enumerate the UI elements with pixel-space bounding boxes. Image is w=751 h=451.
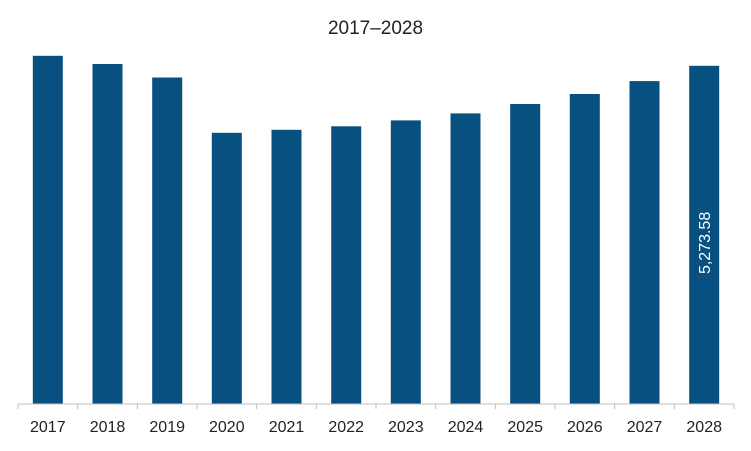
x-tick-label: 2022 — [328, 419, 364, 436]
bar-2020 — [211, 132, 242, 405]
x-tick-label: 2028 — [686, 419, 722, 436]
bar-2021 — [271, 129, 302, 405]
bar-2023 — [390, 120, 421, 405]
data-labels: 5,273.58 — [697, 212, 714, 274]
bar-2028 — [689, 65, 720, 405]
x-tick-label: 2017 — [30, 419, 66, 436]
bar-2027 — [629, 81, 660, 404]
x-axis-ticks — [17, 404, 735, 409]
bar-2019 — [152, 77, 183, 404]
bar-2026 — [569, 94, 600, 404]
x-tick-label: 2023 — [388, 419, 424, 436]
data-label-2028: 5,273.58 — [697, 212, 714, 274]
bar-2024 — [450, 113, 481, 405]
x-axis-labels: 2017 2018 2019 2020 2021 2022 2023 2024 2025 2026… — [30, 419, 722, 436]
bar-2025 — [510, 104, 541, 404]
x-tick-label: 2020 — [209, 419, 245, 436]
bars-group — [32, 55, 720, 405]
x-tick-label: 2021 — [269, 419, 305, 436]
x-tick-label: 2026 — [567, 419, 603, 436]
x-tick-label: 2027 — [627, 419, 663, 436]
x-tick-label: 2019 — [149, 419, 185, 436]
x-tick-label: 2018 — [90, 419, 126, 436]
bar-2022 — [331, 126, 362, 405]
x-tick-label: 2025 — [507, 419, 543, 436]
chart-title: 2017–2028 — [327, 18, 424, 39]
x-tick-label: 2024 — [448, 419, 484, 436]
bar-2018 — [92, 64, 123, 404]
bar-2017 — [32, 55, 63, 405]
